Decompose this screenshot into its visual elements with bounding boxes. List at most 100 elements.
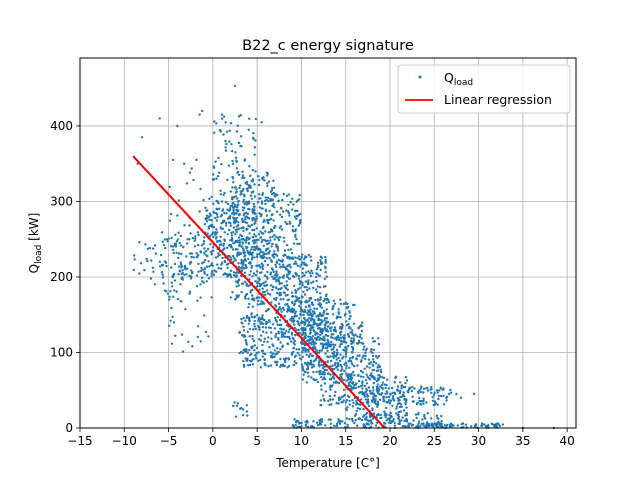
regression-line-layer bbox=[132, 155, 386, 429]
scatter-point bbox=[177, 272, 180, 276]
legend: Qload Linear regression bbox=[397, 64, 571, 114]
scatter-point bbox=[430, 385, 433, 389]
scatter-point bbox=[186, 242, 189, 245]
scatter-point bbox=[140, 136, 144, 139]
scatter-point bbox=[165, 238, 169, 241]
scatter-point bbox=[284, 303, 287, 306]
scatter-point bbox=[212, 178, 216, 181]
scatter-point bbox=[279, 341, 282, 344]
scatter-point bbox=[231, 248, 235, 251]
scatter-point bbox=[190, 252, 194, 255]
scatter-point bbox=[237, 209, 240, 212]
scatter-point bbox=[250, 312, 253, 315]
scatter-point bbox=[236, 170, 240, 174]
scatter-point bbox=[324, 343, 327, 346]
scatter-point bbox=[262, 282, 265, 285]
scatter-point bbox=[205, 214, 209, 217]
scatter-point bbox=[225, 224, 228, 227]
scatter-point bbox=[343, 393, 346, 397]
scatter-point bbox=[318, 336, 322, 340]
scatter-point bbox=[248, 273, 251, 276]
scatter-point bbox=[298, 323, 301, 327]
scatter-point bbox=[301, 281, 304, 284]
scatter-point bbox=[311, 314, 314, 318]
scatter-point bbox=[426, 412, 429, 415]
scatter-point bbox=[228, 217, 232, 220]
scatter-point bbox=[364, 349, 368, 352]
scatter-point bbox=[272, 186, 276, 189]
scatter-point bbox=[374, 399, 377, 402]
scatter-point bbox=[302, 313, 305, 317]
scatter-point bbox=[174, 245, 178, 248]
scatter-point bbox=[260, 240, 263, 244]
scatter-point bbox=[208, 265, 211, 268]
scatter-point bbox=[288, 271, 291, 275]
scatter-point bbox=[423, 413, 426, 417]
scatter-point bbox=[360, 337, 363, 340]
scatter-point bbox=[214, 160, 217, 163]
scatter-point bbox=[177, 252, 181, 255]
scatter-point bbox=[379, 370, 383, 374]
scatter-point bbox=[242, 229, 245, 232]
scatter-point bbox=[203, 222, 207, 226]
scatter-point bbox=[278, 319, 282, 322]
scatter-point bbox=[485, 425, 489, 428]
scatter-point bbox=[388, 401, 392, 405]
scatter-point bbox=[168, 219, 172, 222]
scatter-point bbox=[315, 291, 319, 294]
scatter-point bbox=[215, 235, 218, 239]
scatter-point bbox=[167, 237, 170, 240]
scatter-point bbox=[310, 281, 313, 284]
scatter-point bbox=[389, 411, 392, 415]
scatter-point bbox=[352, 337, 355, 340]
scatter-point bbox=[138, 272, 141, 275]
scatter-point bbox=[306, 421, 309, 424]
scatter-point bbox=[283, 249, 287, 252]
scatter-point bbox=[472, 392, 476, 396]
x-tick-label: 20 bbox=[382, 434, 397, 448]
scatter-point bbox=[329, 373, 332, 376]
x-tick-label: 35 bbox=[515, 434, 530, 448]
scatter-point bbox=[287, 256, 290, 259]
scatter-point bbox=[311, 272, 314, 275]
scatter-point bbox=[246, 183, 249, 186]
scatter-point bbox=[258, 193, 261, 196]
scatter-point bbox=[303, 316, 306, 320]
scatter-point bbox=[304, 319, 307, 322]
scatter-point bbox=[242, 209, 245, 212]
scatter-point bbox=[256, 296, 260, 299]
scatter-point bbox=[357, 385, 360, 389]
scatter-point bbox=[265, 198, 268, 202]
scatter-point bbox=[359, 333, 362, 336]
scatter-point bbox=[351, 387, 355, 390]
scatter-point bbox=[421, 418, 424, 421]
x-tick-label: 10 bbox=[294, 434, 309, 448]
scatter-point bbox=[248, 117, 251, 121]
scatter-point bbox=[171, 275, 174, 278]
scatter-point bbox=[346, 374, 349, 378]
scatter-point bbox=[256, 303, 259, 306]
scatter-point bbox=[294, 291, 297, 295]
scatter-point bbox=[353, 414, 357, 417]
scatter-point bbox=[282, 192, 285, 196]
scatter-point bbox=[296, 320, 299, 323]
scatter-point bbox=[172, 251, 175, 255]
scatter-point bbox=[345, 408, 348, 412]
scatter-point bbox=[255, 357, 258, 360]
scatter-point bbox=[232, 271, 236, 274]
scatter-point bbox=[372, 412, 376, 415]
scatter-point bbox=[251, 219, 254, 222]
scatter-point bbox=[365, 415, 368, 419]
scatter-point bbox=[239, 114, 242, 117]
scatter-point bbox=[293, 323, 296, 326]
scatter-point bbox=[298, 304, 301, 307]
scatter-point bbox=[258, 212, 261, 215]
scatter-point bbox=[352, 381, 355, 384]
scatter-point bbox=[332, 304, 335, 308]
y-axis-label-unit: [kW] bbox=[27, 213, 41, 245]
scatter-point bbox=[237, 294, 240, 297]
scatter-point bbox=[359, 375, 362, 378]
scatter-point bbox=[276, 315, 279, 319]
scatter-point bbox=[380, 386, 384, 390]
scatter-point bbox=[206, 265, 209, 268]
